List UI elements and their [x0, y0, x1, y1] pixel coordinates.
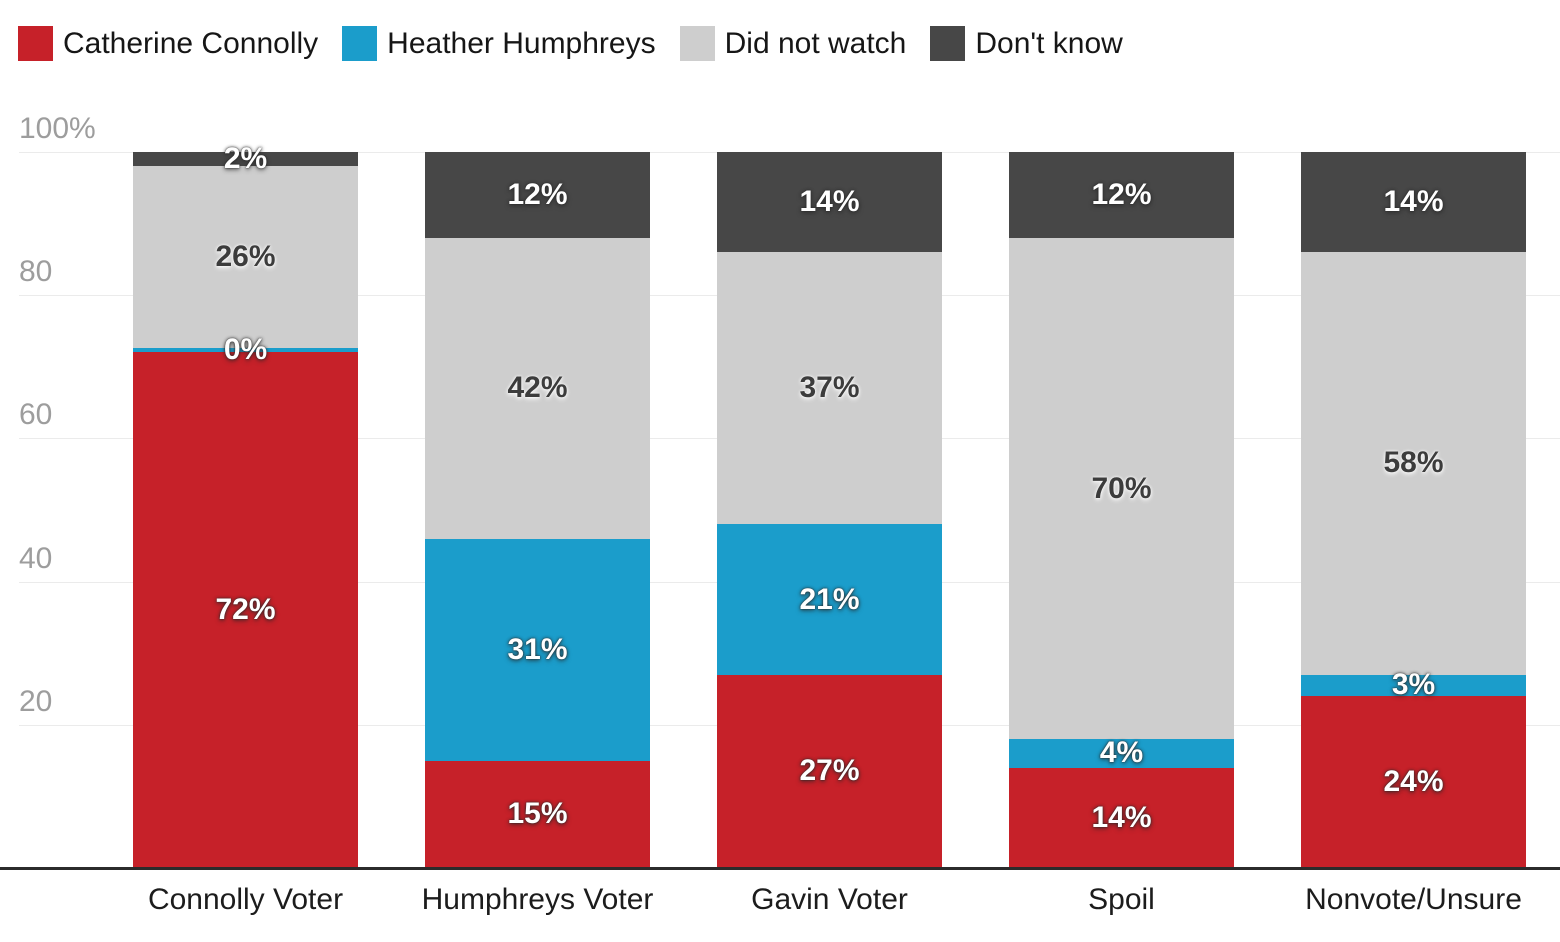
segment-value-label: 21% — [799, 582, 860, 616]
segment-don-t-know-humphreys-voter[interactable]: 12% — [425, 152, 650, 238]
bar-nonvote-unsure: 24% 3% 58% 14% — [1301, 152, 1526, 868]
x-label-spoil: Spoil — [1088, 883, 1155, 916]
segment-did-not-watch-spoil[interactable]: 70% — [1009, 237, 1234, 740]
segment-value-label: 58% — [1383, 446, 1444, 480]
y-tick-label-60: 60 — [19, 398, 53, 432]
legend-swatch-did-not-watch — [679, 26, 715, 61]
segment-catherine-connolly-humphreys-voter[interactable]: 15% — [425, 760, 650, 868]
x-label-gavin-voter: Gavin Voter — [751, 883, 908, 916]
segment-value-label: 12% — [507, 177, 568, 211]
segment-heather-humphreys-nonvote-unsure[interactable]: 3% — [1301, 670, 1526, 700]
legend-item-did-not-watch: Did not watch — [679, 26, 907, 61]
segment-value-label: 70% — [1091, 471, 1152, 505]
legend-label: Don't know — [975, 26, 1123, 60]
segment-don-t-know-connolly-voter[interactable]: 2% — [133, 144, 358, 174]
segment-did-not-watch-connolly-voter[interactable]: 26% — [133, 166, 358, 349]
bar-gavin-voter: 27% 21% 37% 14% — [717, 152, 942, 868]
segment-value-label: 27% — [799, 754, 860, 788]
y-tick-label-20: 20 — [19, 684, 53, 718]
segment-value-label: 14% — [1091, 800, 1152, 834]
segment-value-label: 15% — [507, 797, 568, 831]
bar-spoil: 14% 4% 70% 12% — [1009, 152, 1234, 868]
segment-heather-humphreys-spoil[interactable]: 4% — [1009, 736, 1234, 770]
x-label-connolly-voter: Connolly Voter — [147, 883, 344, 916]
legend-swatch-heather-humphreys — [342, 26, 378, 61]
segment-value-label: 3% — [1391, 668, 1436, 702]
segment-heather-humphreys-humphreys-voter[interactable]: 31% — [425, 538, 650, 761]
segment-value-label: 37% — [799, 371, 860, 405]
segment-value-label: 31% — [507, 632, 568, 666]
y-tick-label-100: 100% — [19, 112, 96, 145]
segment-value-label: 14% — [1383, 185, 1444, 219]
segment-value-label: 14% — [799, 185, 860, 219]
segment-don-t-know-spoil[interactable]: 12% — [1009, 152, 1234, 238]
segment-catherine-connolly-spoil[interactable]: 14% — [1009, 767, 1234, 868]
segment-value-label: 72% — [215, 593, 276, 627]
legend-label: Did not watch — [724, 26, 907, 60]
segment-value-label: 24% — [1383, 765, 1444, 799]
y-tick-label-80: 80 — [19, 255, 53, 289]
segment-catherine-connolly-connolly-voter[interactable]: 72% — [133, 352, 358, 868]
x-label-nonvote-unsure: Nonvote/Unsure — [1305, 883, 1522, 916]
segment-don-t-know-gavin-voter[interactable]: 14% — [717, 152, 942, 253]
legend-swatch-don-t-know — [930, 26, 966, 61]
segment-heather-humphreys-gavin-voter[interactable]: 21% — [717, 524, 942, 675]
legend-swatch-catherine-connolly — [18, 26, 53, 61]
segment-did-not-watch-gavin-voter[interactable]: 37% — [717, 252, 942, 525]
segment-catherine-connolly-nonvote-unsure[interactable]: 24% — [1301, 696, 1526, 868]
segment-value-label: 4% — [1099, 736, 1144, 770]
x-label-humphreys-voter: Humphreys Voter — [421, 883, 654, 916]
segment-don-t-know-nonvote-unsure[interactable]: 14% — [1301, 152, 1526, 253]
bar-humphreys-voter: 15% 31% 42% 12% — [425, 152, 650, 868]
bar-connolly-voter: 72% 0% 26% 2% — [133, 144, 358, 868]
legend: Catherine Connolly Heather Humphreys Did n… — [18, 26, 1123, 61]
segment-value-label: 26% — [215, 240, 276, 274]
legend-label: Catherine Connolly — [63, 26, 319, 60]
segment-value-label: 42% — [507, 371, 568, 405]
legend-item-heather-humphreys: Heather Humphreys — [342, 26, 656, 61]
segment-did-not-watch-humphreys-voter[interactable]: 42% — [425, 237, 650, 539]
legend-label: Heather Humphreys — [387, 26, 656, 60]
segment-did-not-watch-nonvote-unsure[interactable]: 58% — [1301, 252, 1526, 675]
y-tick-label-40: 40 — [19, 541, 53, 575]
segment-heather-humphreys-connolly-voter[interactable]: 0% — [133, 335, 358, 365]
segment-value-label: 12% — [1091, 178, 1152, 211]
legend-item-don-t-know: Don't know — [930, 26, 1123, 61]
x-axis-line — [0, 866, 1560, 870]
legend-item-catherine-connolly: Catherine Connolly — [18, 26, 318, 61]
segment-catherine-connolly-gavin-voter[interactable]: 27% — [717, 674, 942, 868]
